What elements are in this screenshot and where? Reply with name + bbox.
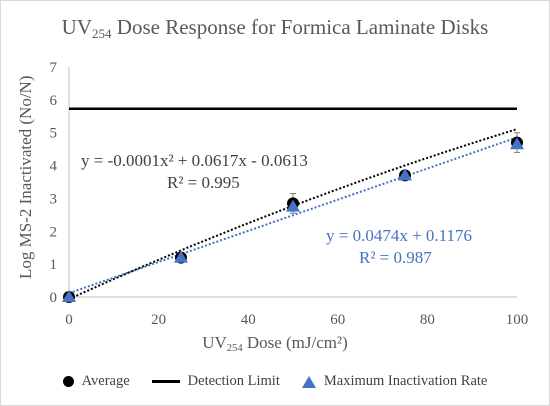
y-tick-label: 3 <box>50 191 58 207</box>
linear-equation: y = 0.0474x + 0.1176 <box>326 226 473 245</box>
circle-marker-icon <box>62 376 74 387</box>
y-tick-label: 6 <box>50 93 58 109</box>
linear-trendline <box>68 136 518 295</box>
x-tick-label: 0 <box>65 312 73 328</box>
legend-label-max-rate: Maximum Inactivation Rate <box>323 373 488 389</box>
max-rate-point <box>510 137 524 150</box>
y-tick-label: 4 <box>50 159 58 175</box>
triangle-marker-icon <box>301 375 316 388</box>
y-axis-label: Log MS-2 Inactivated (No/N) <box>16 75 35 279</box>
legend-label-detection-limit: Detection Limit <box>187 373 280 389</box>
max-rate-point <box>174 250 188 263</box>
y-tick-label: 7 <box>50 60 58 76</box>
y-tick-label: 2 <box>50 224 58 240</box>
max-rate-point <box>398 168 412 181</box>
legend-item-max-rate: Maximum Inactivation Rate <box>301 373 488 390</box>
legend-item-detection-limit: Detection Limit <box>151 373 280 390</box>
chart-title: UV254 Dose Response for Formica Laminate… <box>61 15 489 41</box>
chart-legend: Average Detection Limit Maximum Inactiva… <box>1 373 549 390</box>
y-tick-label: 5 <box>50 126 58 142</box>
x-tick-label: 20 <box>151 312 166 328</box>
linear-r2: R² = 0.987 <box>359 248 432 267</box>
x-tick-label: 60 <box>330 312 345 328</box>
x-axis-label: UV254 Dose (mJ/cm²) <box>202 333 348 355</box>
max-rate-point <box>286 199 300 212</box>
line-marker-icon <box>151 380 180 383</box>
poly-equation: y = -0.0001x² + 0.0617x - 0.0613 <box>81 151 308 170</box>
poly-trendline <box>68 128 518 300</box>
x-tick-label: 80 <box>420 312 435 328</box>
legend-label-average: Average <box>81 373 130 389</box>
x-tick-label: 100 <box>506 312 529 328</box>
poly-r2: R² = 0.995 <box>167 173 240 192</box>
y-tick-label: 0 <box>50 290 58 306</box>
max-rate-point <box>62 290 76 302</box>
x-tick-label: 40 <box>241 312 256 328</box>
legend-item-average: Average <box>62 373 130 390</box>
y-tick-label: 1 <box>50 257 58 273</box>
